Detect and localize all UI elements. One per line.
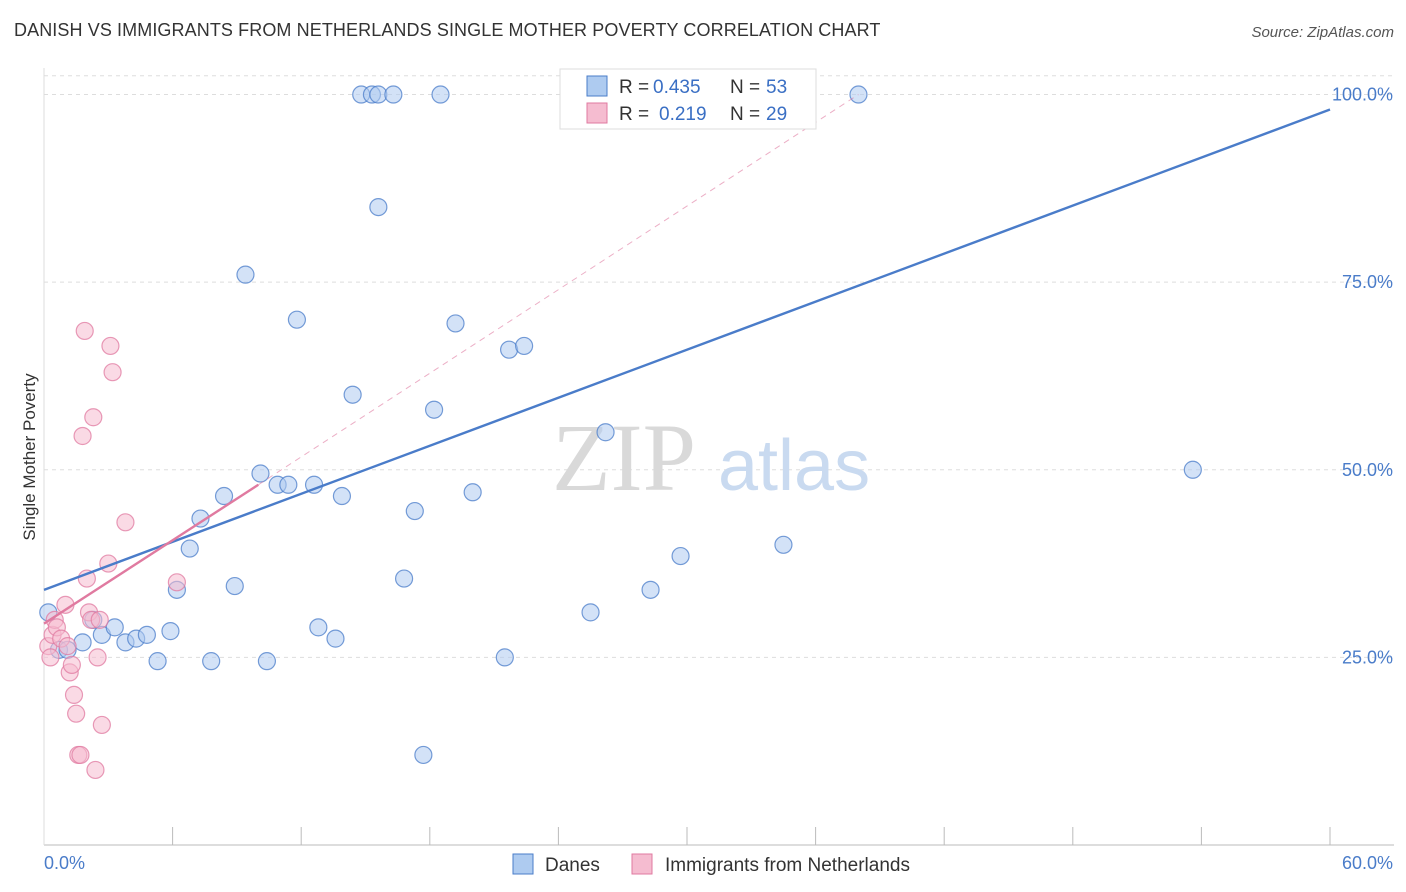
neth-point-23 (92, 715, 111, 735)
tick-label-layer: 25.0% 50.0% 75.0% 100.0% 0.0% 60.0% (44, 85, 1393, 873)
danes-point-15 (202, 652, 221, 671)
y-tick-label-1: 50.0% (1342, 460, 1393, 480)
danes-trend-line (43, 108, 1331, 591)
bottom-legend: Danes Immigrants from Netherlands (512, 853, 910, 876)
legend-r-value-danes: 0.435 (653, 77, 701, 98)
danes-point-26 (326, 629, 345, 648)
legend-n-label-neth: N = (730, 104, 760, 125)
legend-r-label-neth: R = (619, 104, 649, 125)
danes-point-25 (309, 618, 328, 637)
y-tick-label-3: 100.0% (1332, 85, 1393, 105)
danes-point-43 (515, 336, 534, 356)
danes-point-37 (424, 400, 444, 419)
danes-point-50 (774, 535, 793, 554)
legend-n-value-danes: 53 (766, 77, 787, 98)
bottom-legend-swatch-danes (512, 853, 534, 875)
neth-point-22 (90, 610, 109, 629)
axis-layer (43, 68, 1394, 846)
danes-point-27 (332, 486, 352, 506)
danes-point-23 (287, 310, 307, 329)
neth-point-11 (67, 704, 86, 723)
bottom-legend-label-neth: Immigrants from Netherlands (665, 855, 910, 876)
danes-point-3 (73, 633, 92, 652)
watermark-zip: ZIP (552, 404, 696, 511)
legend-swatch-danes (586, 75, 608, 97)
neth-point-13 (71, 745, 90, 765)
neth-point-20 (86, 760, 105, 780)
danes-point-35 (405, 501, 424, 521)
danes-point-22 (279, 475, 298, 494)
danes-point-34 (394, 569, 414, 588)
danes-point-11 (161, 622, 180, 641)
y-axis-label: Single Mother Poverty (20, 373, 39, 541)
neth-point-26 (103, 363, 122, 382)
danes-point-45 (596, 423, 615, 442)
chart-title: DANISH VS IMMIGRANTS FROM NETHERLANDS SI… (14, 20, 881, 40)
danes-point-13 (180, 539, 199, 558)
danes-point-33 (384, 85, 403, 104)
neth-point-21 (88, 648, 107, 667)
danes-point-20 (257, 652, 277, 671)
danes-point-19 (251, 464, 270, 483)
danes-point-16 (214, 486, 234, 506)
bottom-legend-label-danes: Danes (545, 855, 600, 876)
x-tick-label-min: 0.0% (44, 853, 85, 873)
neth-point-15 (75, 321, 94, 341)
neth-trend-line (43, 483, 259, 625)
danes-point-6 (105, 618, 124, 637)
neth-point-10 (64, 685, 84, 705)
danes-point-52 (1183, 460, 1202, 479)
legend-n-label-danes: N = (730, 77, 760, 98)
danes-point-36 (414, 745, 433, 765)
danes-point-10 (148, 652, 167, 671)
danes-point-42 (500, 340, 519, 359)
neth-point-19 (84, 408, 103, 427)
neth-point-1 (41, 648, 60, 667)
trend-layer (43, 94, 1331, 625)
danes-point-32 (369, 197, 388, 217)
danes-point-40 (463, 483, 482, 502)
danes-point-17 (225, 576, 244, 596)
source-credit: Source: ZipAtlas.com (1251, 24, 1394, 41)
watermark-atlas: atlas (718, 426, 870, 506)
legend-box: R = 0.435 N = 53 R = 0.219 N = 29 (559, 68, 817, 130)
danes-point-38 (431, 85, 450, 104)
watermark: ZIP atlas (552, 404, 870, 511)
danes-point-44 (581, 603, 600, 622)
danes-point-9 (137, 625, 156, 644)
neth-trend-extrapolation (258, 94, 859, 486)
danes-point-48 (671, 546, 690, 566)
neth-point-28 (167, 573, 186, 592)
danes-point-41 (495, 648, 514, 667)
danes-point-51 (849, 85, 868, 104)
danes-point-39 (446, 314, 465, 333)
legend-r-label-danes: R = (619, 77, 649, 98)
y-tick-label-0: 25.0% (1342, 647, 1393, 667)
y-tick-label-2: 75.0% (1342, 272, 1393, 292)
danes-point-14 (191, 509, 210, 528)
neth-point-14 (73, 426, 92, 446)
neth-point-25 (101, 336, 120, 356)
neth-point-9 (62, 655, 81, 674)
bottom-legend-swatch-neth (631, 853, 653, 875)
legend-n-value-neth: 29 (766, 104, 787, 125)
danes-point-18 (236, 265, 255, 284)
danes-point-47 (641, 580, 660, 599)
legend-swatch-neth (586, 102, 608, 124)
x-tick-label-max: 60.0% (1342, 853, 1393, 873)
neth-point-27 (116, 513, 135, 532)
neth-point-7 (58, 637, 77, 656)
legend-r-value-neth: 0.219 (659, 104, 707, 125)
danes-point-28 (343, 385, 362, 404)
